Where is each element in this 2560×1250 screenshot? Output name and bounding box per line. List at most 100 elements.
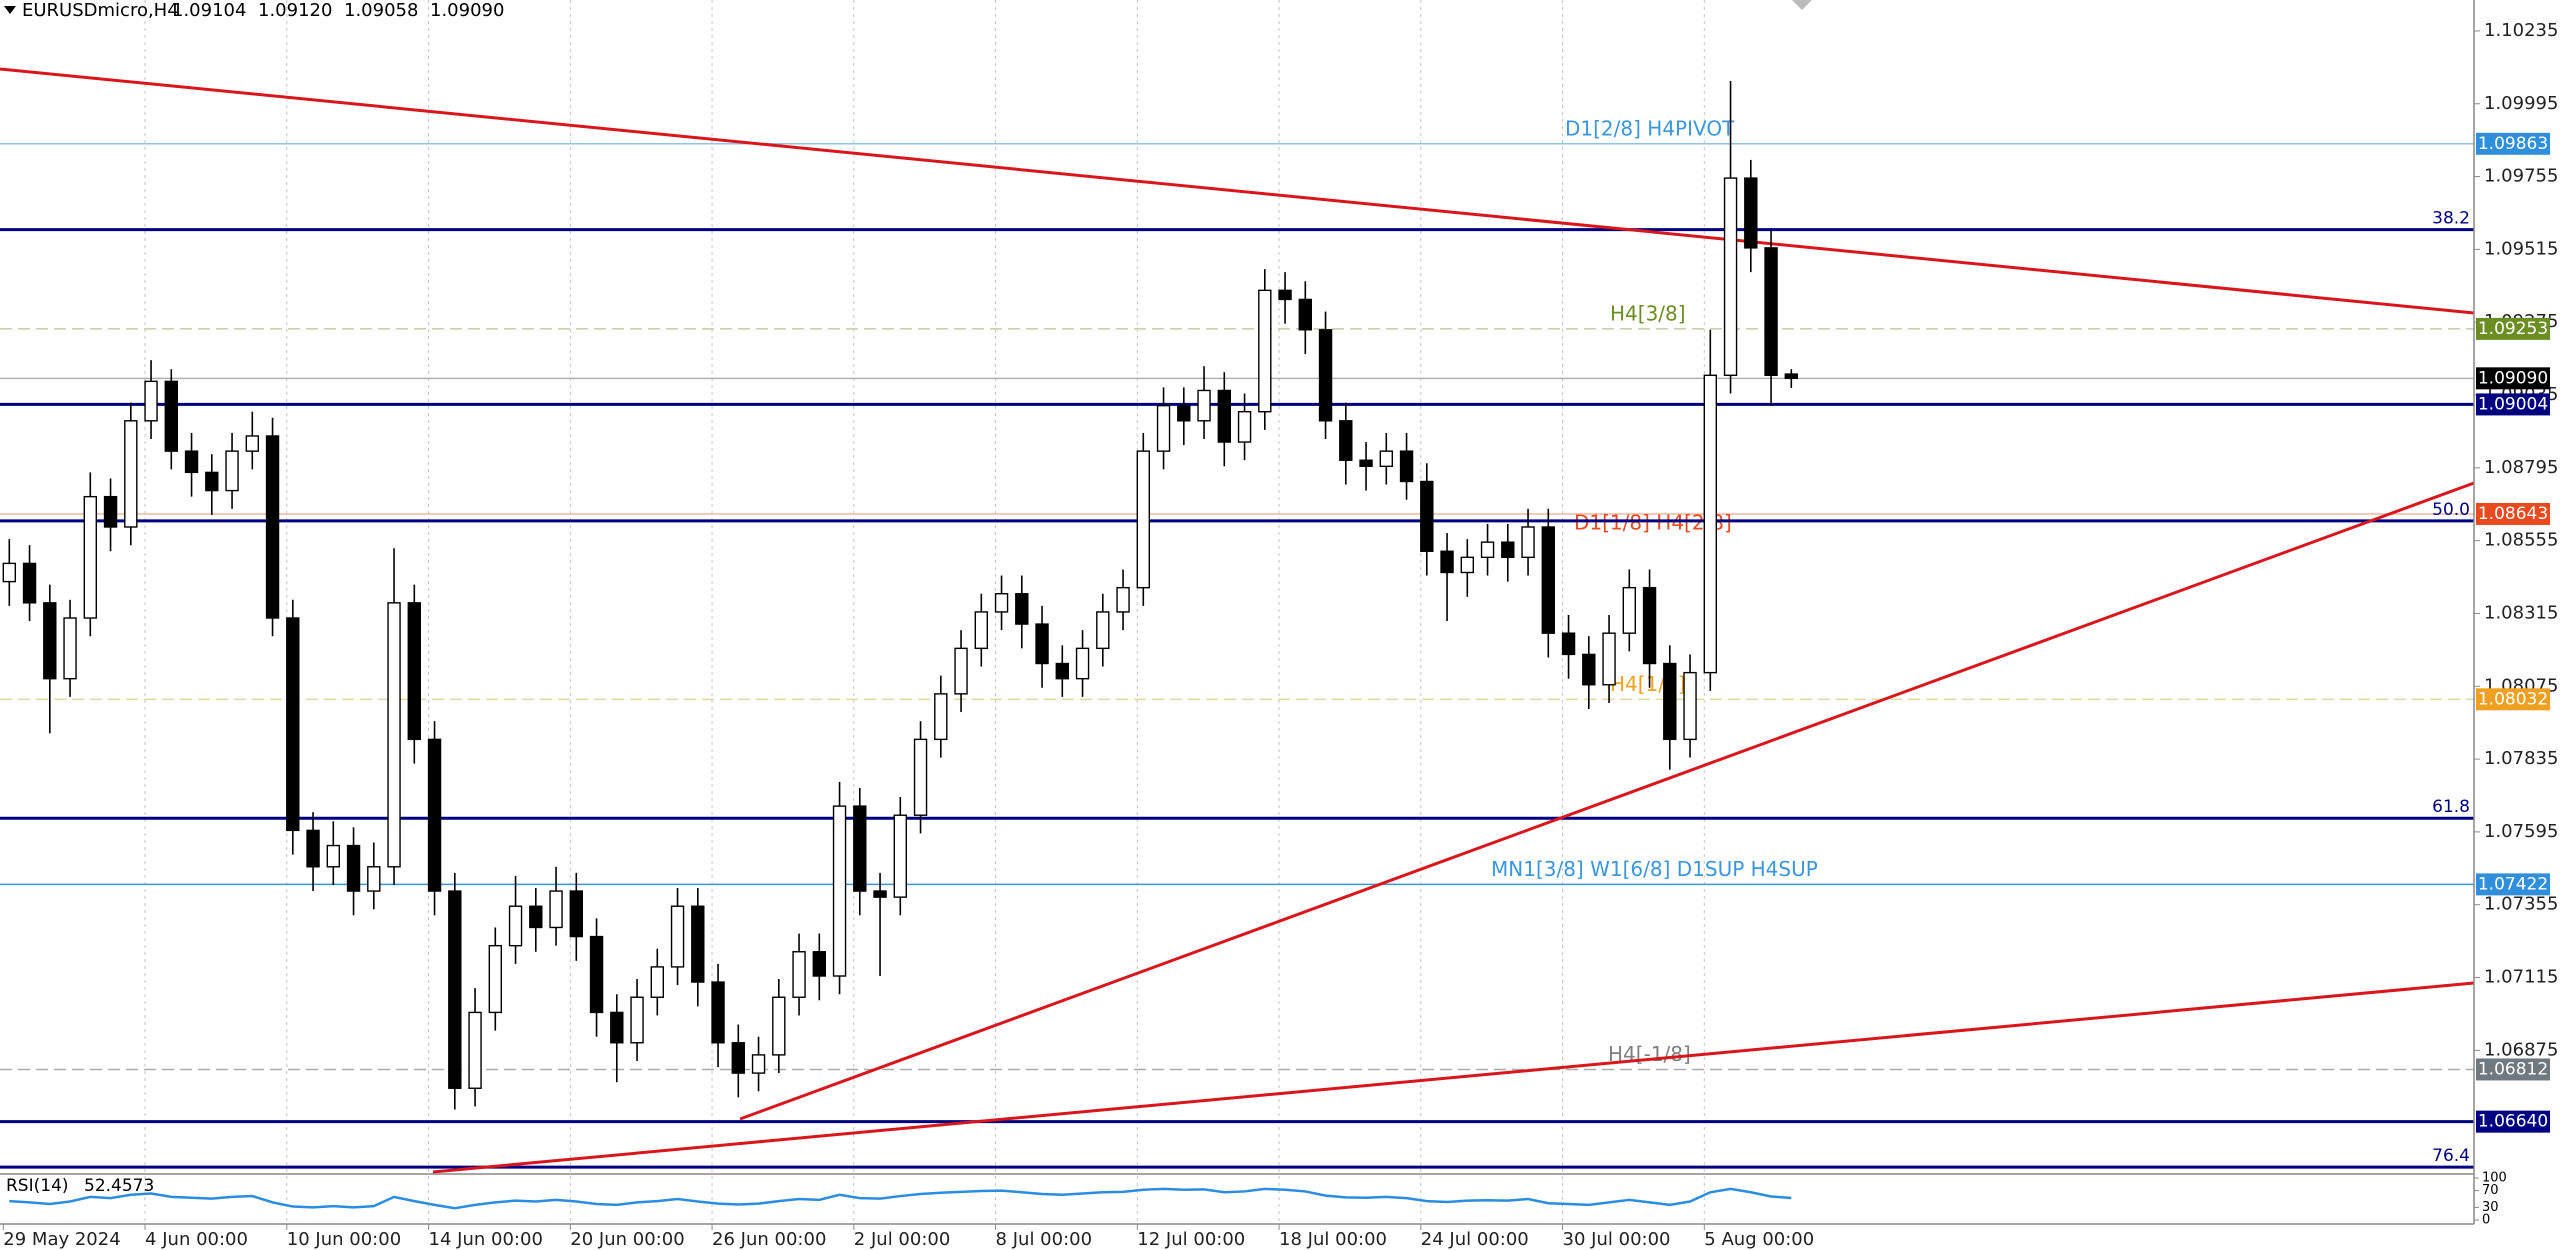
candle-body [1784, 373, 1799, 380]
candle-body [1379, 450, 1394, 468]
candle-body [630, 996, 644, 1044]
candle-body [103, 495, 118, 528]
x-tick-label: 8 Jul 00:00 [996, 1229, 1093, 1250]
candle-body [711, 981, 725, 1044]
candle-body [1460, 556, 1475, 574]
y-tick-label: 1.07595 [2484, 821, 2558, 842]
candle-body [873, 890, 887, 898]
candle-body [1096, 611, 1110, 650]
candle-body [63, 617, 77, 680]
x-tick-label: 2 Jul 00:00 [854, 1229, 951, 1250]
candle-body [934, 693, 948, 741]
candle-body [691, 905, 705, 983]
candle-body [1561, 632, 1576, 656]
candle-body [1075, 647, 1090, 680]
rsi-value: 52.4573 [84, 1176, 154, 1196]
candle-body [549, 890, 563, 929]
candle-body [1399, 450, 1414, 483]
y-tick-label: 1.09995 [2484, 93, 2558, 114]
candle-body [468, 1011, 482, 1089]
candles [2, 81, 1799, 1110]
candle-body [43, 602, 57, 680]
ohlc-close: 1.09090 [430, 0, 504, 21]
candle-body [1055, 662, 1070, 680]
candle-body [245, 435, 260, 452]
y-tick-label: 1.07355 [2484, 894, 2558, 915]
candle-body [508, 905, 523, 947]
candle-body [589, 935, 604, 1014]
candle-body [994, 593, 1009, 613]
price-box [2476, 317, 2550, 340]
candle-body [670, 905, 685, 968]
candle-body [205, 471, 219, 492]
trend-line [739, 481, 2475, 1121]
price-box-label: 1.06812 [2478, 1059, 2548, 1079]
y-tick-label: 1.08555 [2484, 530, 2558, 551]
price-box [2476, 1058, 2550, 1081]
y-tick-label: 1.08795 [2484, 457, 2558, 478]
candle-body [124, 420, 138, 528]
candle-body [427, 738, 442, 892]
candle-body [1156, 404, 1171, 452]
candle-body [448, 890, 462, 1089]
candle-body [1278, 289, 1292, 301]
candle-body [1177, 404, 1191, 422]
y-tick-label: 1.10235 [2484, 20, 2558, 41]
price-box-label: 1.07422 [2478, 874, 2548, 894]
price-box-label: 1.08643 [2478, 504, 2548, 524]
candle-body [326, 844, 340, 868]
price-box [2476, 688, 2550, 711]
fib-label: 76.4 [2432, 1146, 2470, 1166]
candle-body [346, 844, 361, 892]
candle-body [306, 829, 320, 868]
candle-body [286, 617, 300, 832]
price-box-label: 1.09090 [2478, 368, 2548, 388]
candle-body [1116, 586, 1130, 613]
menu-arrow[interactable] [4, 6, 16, 14]
candle-body [387, 602, 401, 868]
price-boxes: 1.09863 1.09253 1.09090 1.09004 1.08643 1.080… [2476, 132, 2550, 1133]
candle-body [1602, 632, 1616, 686]
trend-line [432, 981, 2475, 1174]
candle-body [913, 738, 928, 816]
candle-body [1642, 586, 1657, 665]
candle-body [184, 450, 199, 474]
candle-body [792, 951, 806, 998]
candle-body [893, 814, 907, 898]
candle-body [1582, 653, 1596, 686]
symbol-title: EURUSDmicro,H4 [22, 0, 179, 21]
candle-body [1136, 450, 1151, 589]
candle-body [1015, 593, 1029, 625]
candle-body [2, 562, 16, 583]
price-box-label: 1.09863 [2478, 134, 2548, 154]
candle-body [1501, 541, 1515, 559]
rsi-tick-label: 30 [2482, 1200, 2499, 1215]
candle-body [529, 905, 543, 929]
rsi-tick-label: 100 [2482, 1171, 2507, 1186]
candle-body [974, 611, 988, 650]
candle-body [1298, 298, 1313, 331]
price-box-label: 1.09253 [2478, 319, 2548, 339]
price-box [2476, 367, 2550, 390]
candle-body [1217, 389, 1232, 443]
candle-body [1723, 177, 1738, 376]
candle-body [569, 890, 583, 938]
candle-body [1663, 662, 1677, 741]
price-box-label: 1.08032 [2478, 689, 2548, 709]
candle-body [1744, 177, 1758, 249]
candle-body [751, 1054, 766, 1074]
candle-body [1197, 389, 1211, 422]
rsi-line [9, 1187, 1792, 1210]
candle-body [772, 996, 786, 1056]
level-text: MN1[3/8] W1[6/8] D1SUP H4SUP [1491, 857, 1818, 881]
candle-body [954, 647, 968, 695]
x-tick-label: 26 Jun 00:00 [712, 1229, 826, 1250]
price-box-label: 1.06640 [2478, 1112, 2548, 1132]
candle-body [1237, 411, 1252, 443]
rsi-tick-label: 0 [2482, 1213, 2490, 1228]
y-tick-label: 1.07115 [2484, 967, 2558, 988]
candle-body [1359, 459, 1373, 468]
x-tick-label: 4 Jun 00:00 [145, 1229, 248, 1250]
